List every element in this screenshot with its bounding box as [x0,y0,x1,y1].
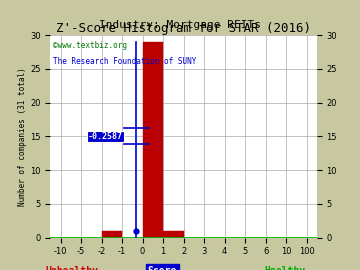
Bar [102,231,122,238]
Text: Unhealthy: Unhealthy [45,266,98,270]
Text: -0.2587: -0.2587 [88,132,123,141]
Bar [163,231,184,238]
Bar [143,42,163,238]
Text: Healthy: Healthy [264,266,305,270]
Y-axis label: Number of companies (31 total): Number of companies (31 total) [18,67,27,206]
Text: ©www.textbiz.org: ©www.textbiz.org [53,41,127,50]
Title: Z'-Score Histogram for STAR (2016): Z'-Score Histogram for STAR (2016) [56,22,311,35]
Text: Industry: Mortgage REITs: Industry: Mortgage REITs [99,20,261,30]
Text: The Research Foundation of SUNY: The Research Foundation of SUNY [53,58,197,66]
Text: Score: Score [148,266,177,270]
